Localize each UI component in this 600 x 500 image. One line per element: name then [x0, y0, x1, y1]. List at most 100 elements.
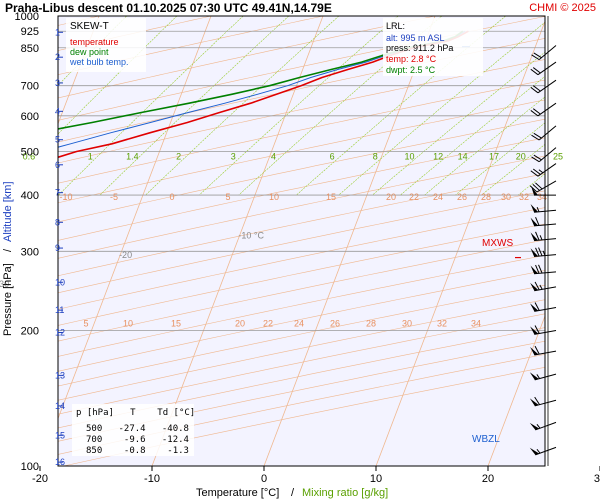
pressure-tick-label: 200: [21, 326, 39, 338]
altitude-tick-label: 14: [55, 401, 65, 411]
lrl-dwpt: dwpt: 2.5 °C: [386, 65, 436, 75]
wind-barb: [530, 79, 557, 94]
isotherm-label: -30: [0, 279, 9, 289]
theta-label: 28: [481, 192, 491, 202]
lrl-box: [383, 18, 483, 76]
theta-label: 24: [433, 192, 443, 202]
dry-adiabat: [58, 38, 545, 143]
mixing-ratio-label: 14: [458, 152, 468, 162]
plot-frame: [57, 15, 546, 467]
altitude-tick-label: 11: [55, 305, 64, 315]
theta-label: 10: [123, 319, 133, 329]
theta-label: 22: [409, 192, 419, 202]
legend-box: [66, 18, 146, 72]
pressure-tick-label: 850: [21, 43, 39, 55]
wind-barb: [531, 147, 557, 163]
isotherm-line: [58, 16, 212, 420]
table-row: 700 -9.6 -12.4: [86, 435, 189, 445]
altitude-tick-label: 10: [55, 277, 65, 287]
table-row: 500 -27.4 -40.8: [86, 424, 189, 434]
altitude-tick-label: 5: [55, 135, 60, 145]
altitude-tick-label: 7: [55, 188, 60, 198]
wind-barb: [530, 216, 557, 227]
table-header: p [hPa] T Td [°C]: [76, 408, 195, 418]
theta-label: 22: [263, 319, 273, 329]
wind-barb: [530, 231, 557, 242]
x-tick-label: 30: [594, 473, 600, 485]
x-tick-label: -20: [32, 473, 48, 485]
altitude-tick-label: 8: [55, 217, 60, 227]
isotherm-label: -20: [119, 250, 132, 260]
theta-label: 34: [471, 319, 481, 329]
wind-barb: [530, 102, 557, 117]
theta-label: 0: [169, 192, 174, 202]
x-axis-label-2: Mixing ratio [g/kg]: [302, 487, 388, 499]
dry-adiabat: [58, 239, 545, 342]
pressure-tick-label: 700: [21, 81, 39, 93]
wind-barb: [530, 325, 557, 335]
wind-barb: [531, 186, 556, 196]
mixing-ratio-label: 25: [553, 152, 563, 162]
isotherm-line: [487, 314, 545, 466]
theta-label: 20: [386, 192, 396, 202]
wind-barb: [531, 125, 557, 141]
theta-label: 30: [501, 192, 511, 202]
mixing-ratio-label: 1: [88, 152, 93, 162]
altitude-tick-label: 16: [55, 457, 65, 467]
wind-barb: [529, 372, 557, 381]
wind-barb: [530, 203, 557, 213]
altitude-tick-label: 13: [55, 370, 65, 380]
x-tick-label: -10: [144, 473, 160, 485]
wind-barb: [530, 264, 557, 275]
pressure-tick-label: 500: [21, 146, 39, 158]
altitude-tick-label: 4: [55, 106, 60, 116]
mixing-ratio-label: 20: [516, 152, 526, 162]
mixing-ratio-label: 0.6: [23, 152, 36, 162]
altitude-tick-label: 6: [55, 160, 60, 170]
pressure-tick-label: 600: [21, 111, 39, 123]
wind-barb: [529, 180, 557, 193]
theta-label: 15: [326, 192, 336, 202]
dry-adiabat: [58, 79, 545, 184]
pressure-tick-label: 1000: [15, 11, 39, 23]
altitude-tick-label: 1: [55, 27, 60, 37]
dry-adiabat: [58, 223, 545, 326]
wind-barb: [531, 45, 557, 61]
theta-label: 34: [537, 192, 547, 202]
dry-adiabat: [58, 118, 545, 223]
theta-label: 26: [330, 319, 340, 329]
temperature-curve: [58, 30, 469, 159]
theta-label: 30: [402, 319, 412, 329]
pressure-tick-label: 925: [21, 26, 39, 38]
lrl-press: press: 911.2 hPa: [386, 43, 453, 53]
theta-label: 10: [269, 192, 279, 202]
theta-label: 15: [171, 319, 181, 329]
isotherm-line: [58, 16, 100, 126]
wind-barb: [530, 61, 557, 76]
theta-label: 32: [519, 192, 529, 202]
chart-title: Praha-Libus descent 01.10.2025 07:30 UTC…: [5, 1, 332, 15]
theta-label: 26: [457, 192, 467, 202]
dew-point-curve: [58, 30, 464, 130]
dry-adiabat: [58, 270, 545, 372]
dry-adiabat: [58, 207, 545, 310]
wind-barb: [529, 446, 557, 456]
altitude-tick-label: 2: [55, 52, 60, 62]
mixing-ratio-label: 12: [433, 152, 443, 162]
theta-label: 20: [235, 319, 245, 329]
wbzl-marker: WBZL: [472, 434, 500, 445]
mixing-ratio-label: 17: [489, 152, 499, 162]
theta-label: -10: [59, 192, 72, 202]
dry-adiabat: [58, 99, 545, 204]
dry-adiabat: [58, 16, 325, 75]
isotherm-line: [151, 16, 324, 466]
pressure-tick-label: 100: [21, 461, 39, 473]
dry-adiabat: [58, 254, 545, 357]
isotherm-label: -10 °C: [238, 231, 264, 241]
theta-label: 28: [366, 319, 376, 329]
pressure-tick-label: 300: [21, 246, 39, 258]
summary-table-box: [72, 404, 194, 456]
theta-label: 5: [83, 319, 88, 329]
theta-label: 32: [437, 319, 447, 329]
x-axis-separator: /: [291, 487, 295, 499]
